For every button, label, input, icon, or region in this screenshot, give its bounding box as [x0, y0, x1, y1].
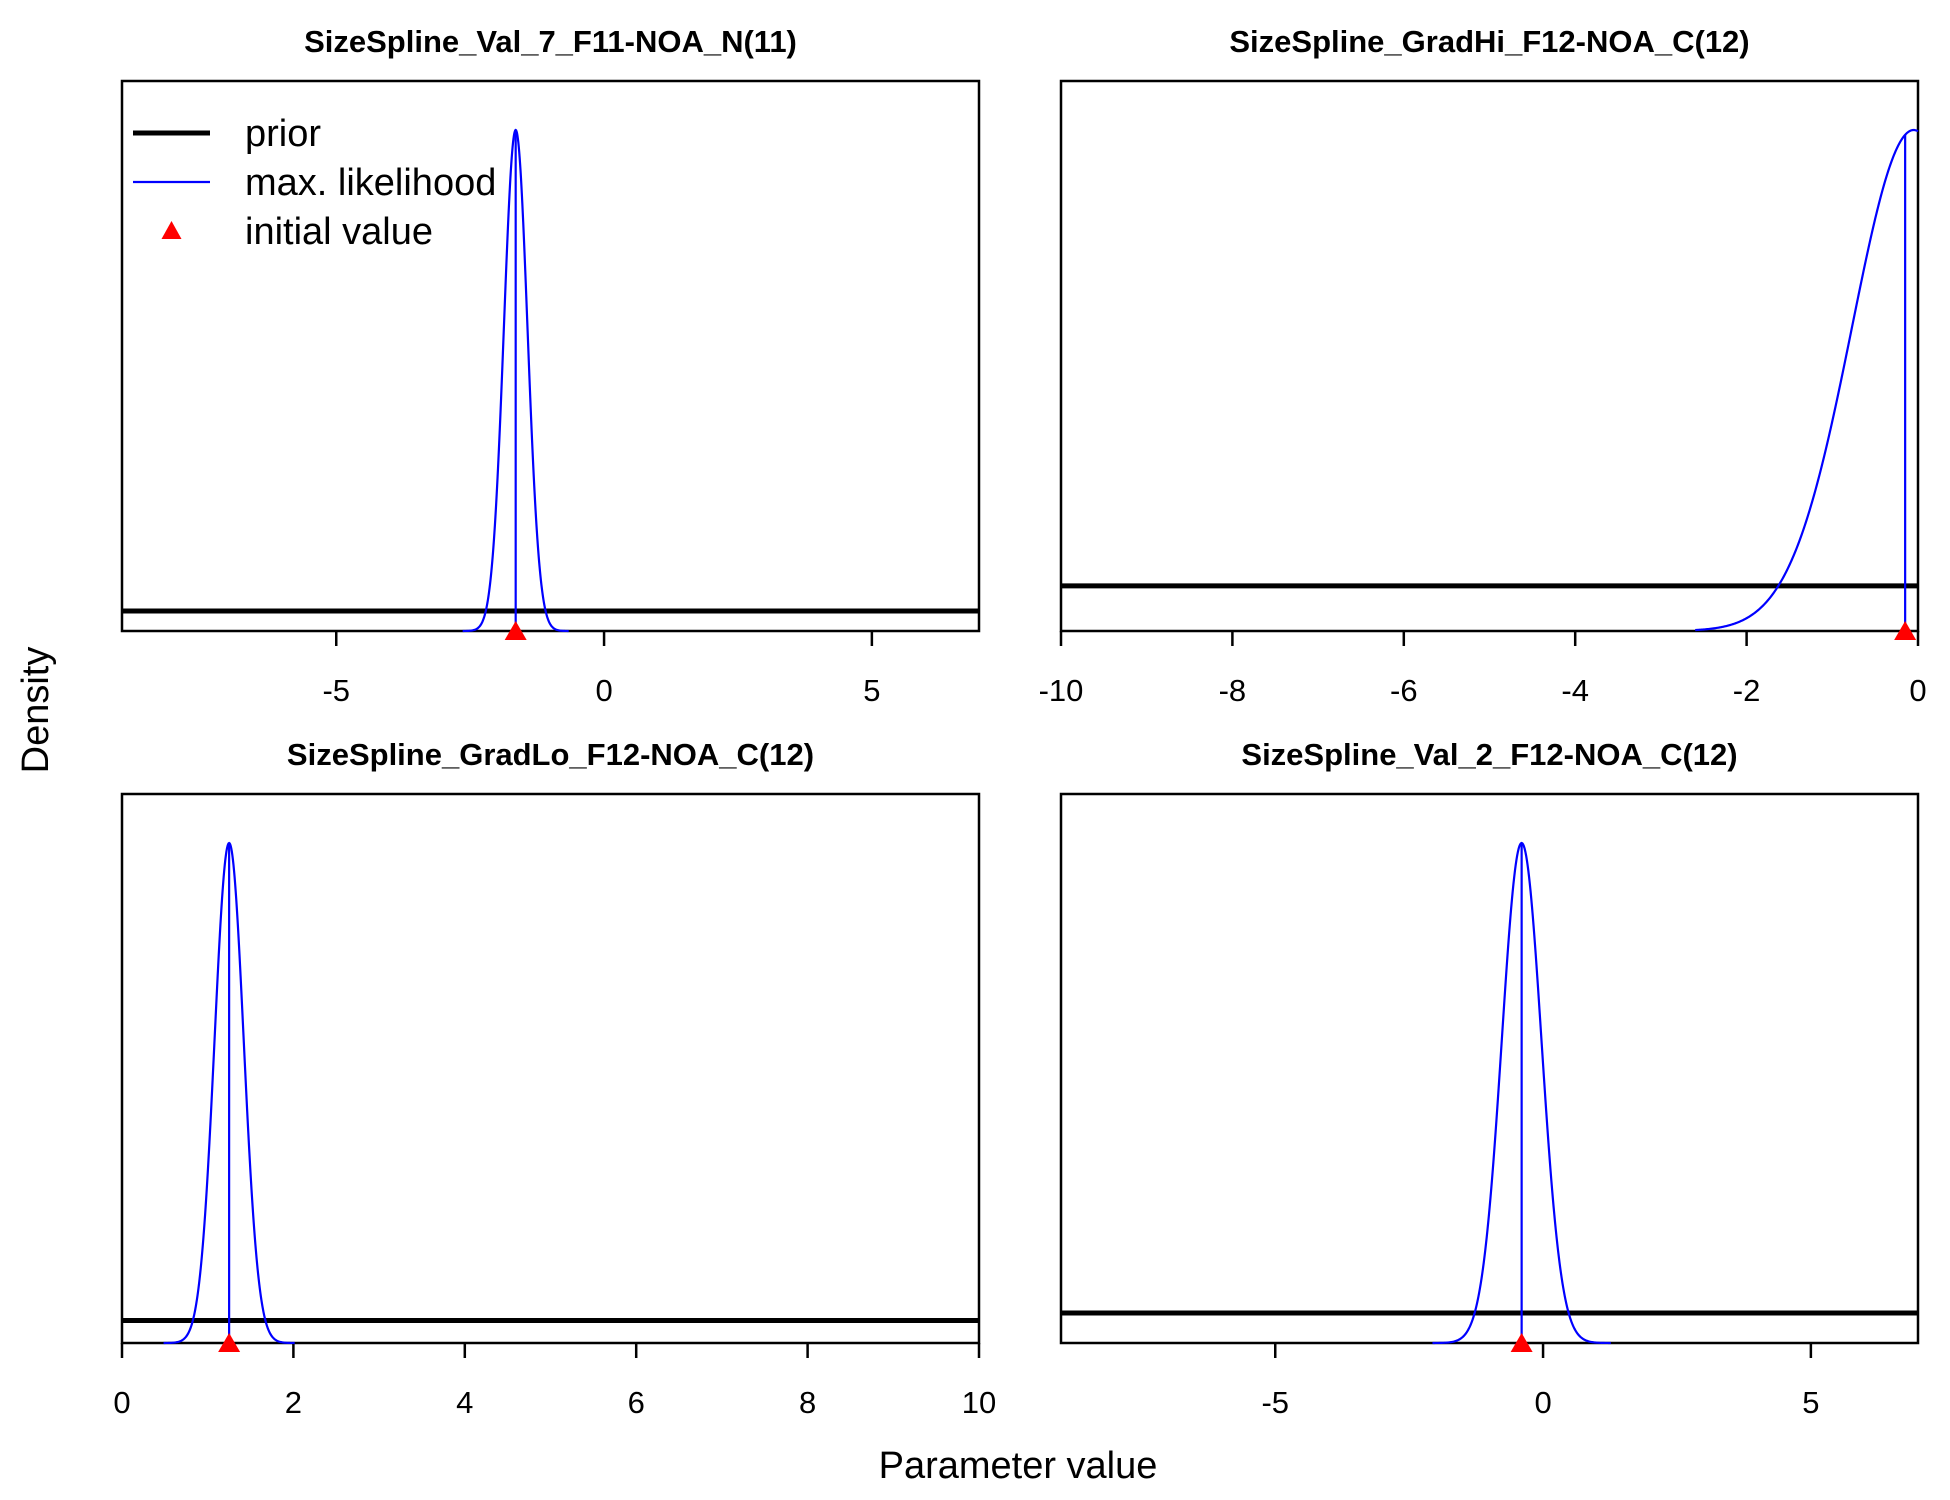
legend-item: max. likelihood	[133, 162, 496, 204]
x-tick-label: 0	[595, 673, 612, 708]
x-tick-label: 0	[113, 1385, 130, 1420]
initial-value-marker	[504, 621, 527, 640]
x-tick-label: -10	[1039, 673, 1084, 708]
plot-frame	[120, 79, 981, 633]
plot-frame	[1059, 792, 1920, 1345]
panel-3: SizeSpline_GradLo_F12-NOA_C(12) 0 2 4 6 8 10	[113, 737, 996, 1420]
panel-title: SizeSpline_GradHi_F12-NOA_C(12)	[1229, 24, 1749, 59]
x-tick-label: 5	[863, 673, 880, 708]
legend-item: initial value	[161, 211, 433, 253]
x-tick-label: -4	[1561, 673, 1589, 708]
x-tick-label: 10	[962, 1385, 996, 1420]
legend-label: initial value	[245, 211, 433, 253]
x-tick-label: -6	[1390, 673, 1418, 708]
x-tick-label: 2	[285, 1385, 302, 1420]
x-tick-label: 6	[628, 1385, 645, 1420]
legend-swatch-triangle-icon	[161, 221, 182, 239]
legend-label: max. likelihood	[245, 162, 496, 204]
plot-frame	[120, 792, 981, 1345]
x-tick-label: 0	[1534, 1385, 1551, 1420]
x-axis-title: Parameter value	[879, 1445, 1158, 1487]
legend-label: prior	[245, 113, 321, 155]
panel-title: SizeSpline_Val_7_F11-NOA_N(11)	[304, 24, 797, 59]
x-tick-label: -5	[1261, 1385, 1289, 1420]
x-tick-label: 4	[456, 1385, 473, 1420]
panel-title: SizeSpline_Val_2_F12-NOA_C(12)	[1241, 737, 1737, 772]
x-tick-label: 0	[1909, 673, 1926, 708]
panel-1: SizeSpline_Val_7_F11-NOA_N(11) -5 0 5	[120, 24, 981, 708]
x-axis: -5 0 5	[322, 631, 881, 708]
initial-value-marker	[1894, 621, 1917, 640]
x-tick-label: 5	[1802, 1385, 1819, 1420]
initial-value-marker	[218, 1333, 241, 1352]
initial-value-marker	[1510, 1333, 1533, 1352]
plot-frame	[1059, 79, 1920, 633]
x-tick-label: -2	[1733, 673, 1761, 708]
legend-item: prior	[133, 113, 321, 155]
x-tick-label: -5	[322, 673, 350, 708]
x-axis: -10 -8 -6 -4 -2 0	[1039, 631, 1927, 708]
panel-2: SizeSpline_GradHi_F12-NOA_C(12) -10 -8 -6 -4…	[1039, 24, 1927, 708]
x-axis: 0 2 4 6 8 10	[113, 1343, 996, 1420]
panel-4: SizeSpline_Val_2_F12-NOA_C(12) -5 0 5	[1059, 737, 1920, 1420]
x-tick-label: -8	[1219, 673, 1247, 708]
panel-title: SizeSpline_GradLo_F12-NOA_C(12)	[287, 737, 814, 772]
x-tick-label: 8	[799, 1385, 816, 1420]
mle-curve	[1695, 128, 1919, 632]
x-axis: -5 0 5	[1261, 1343, 1820, 1420]
legend: prior max. likelihood initial value	[133, 113, 496, 253]
y-axis-title: Density	[15, 647, 57, 774]
panels: SizeSpline_Val_7_F11-NOA_N(11)-5 0 5SizeSp…	[113, 24, 1926, 1420]
